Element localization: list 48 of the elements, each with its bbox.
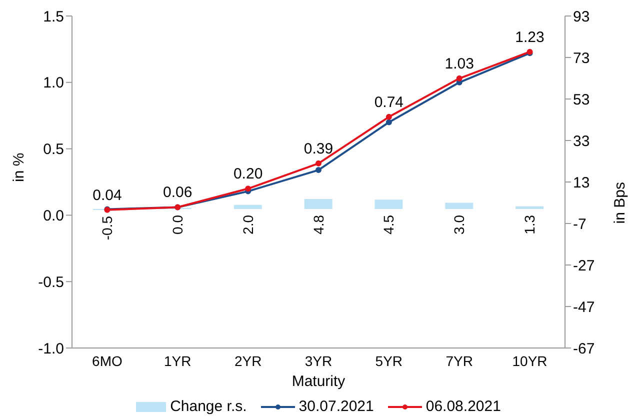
y2-tick-label: 33 [573, 132, 590, 150]
data-label: -0.5 [99, 216, 115, 240]
y-tick-label: -0.5 [38, 274, 64, 291]
y2-tick-label: 73 [573, 50, 590, 67]
data-label: 4.8 [310, 214, 326, 234]
data-label: 3.0 [451, 214, 468, 234]
x-tick-label: 6MO [92, 352, 122, 369]
data-label: 0.04 [92, 186, 122, 204]
y-tick-label: 1.5 [43, 8, 64, 26]
legend-label: 30.07.2021 [298, 398, 374, 415]
legend-label: Change r.s. [170, 398, 247, 415]
data-label: 1.03 [444, 55, 474, 72]
y-tick-label: -1.0 [38, 340, 64, 358]
data-label: 1.23 [515, 28, 544, 46]
x-tick-label: 3YR [304, 352, 332, 369]
y2-tick-label: -27 [573, 257, 595, 274]
y2-tick-label: 93 [573, 8, 590, 26]
y2-tick-label: 53 [573, 91, 590, 108]
data-label: 0.0 [169, 214, 186, 234]
data-label: 0.74 [374, 94, 404, 111]
y-tick-label: 1.0 [43, 74, 64, 92]
data-label: 0.20 [233, 166, 263, 183]
y2-tick-label: -7 [573, 216, 586, 233]
point [245, 186, 252, 192]
y2-tick-label: -47 [573, 298, 595, 316]
y-tick-label: 0.0 [43, 208, 64, 225]
point [386, 119, 392, 126]
point [316, 167, 322, 174]
x-tick-label: 1YR [164, 352, 192, 369]
point [316, 160, 322, 166]
x-tick-label: 2YR [234, 352, 262, 369]
data-label: 0.39 [304, 140, 334, 158]
x-tick-label: 7YR [446, 352, 473, 369]
y-tick-label: 0.5 [43, 141, 64, 158]
y2-axis-title: in Bps [611, 182, 628, 224]
x-tick-label: 5YR [375, 352, 403, 369]
legend-label: 06.08.2021 [426, 398, 501, 415]
data-label: 4.5 [380, 214, 397, 234]
point [386, 114, 392, 120]
y-axis-title: in % [10, 152, 28, 182]
data-label: 0.06 [163, 184, 192, 202]
y2-tick-label: 13 [573, 174, 590, 192]
y2-tick-label: -67 [573, 340, 595, 358]
point [456, 75, 462, 82]
x-axis-title: Maturity [292, 373, 346, 390]
data-label: 2.0 [240, 214, 256, 234]
data-label: 1.3 [522, 214, 538, 234]
x-tick-label: 10YR [512, 352, 548, 369]
